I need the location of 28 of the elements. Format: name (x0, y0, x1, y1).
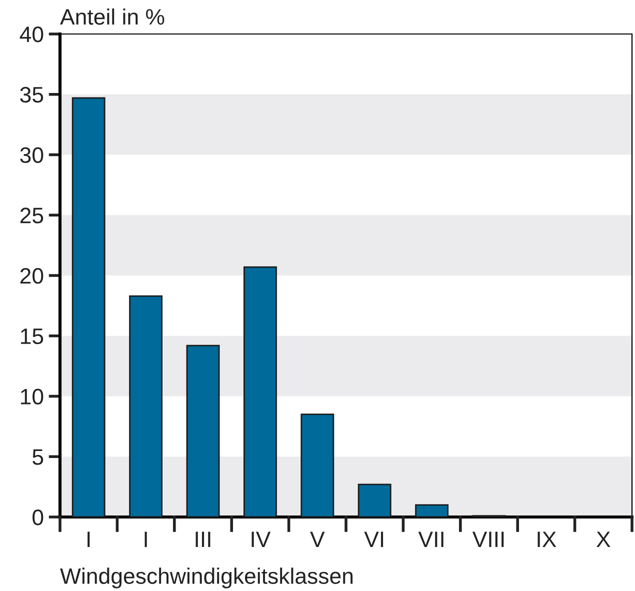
y-tick-label: 35 (20, 86, 44, 103)
y-tick-label: 0 (32, 510, 44, 526)
x-tick-label: V (310, 532, 325, 547)
bar (186, 344, 220, 518)
x-axis-title: Windgeschwindigkeitsklassen (60, 568, 353, 588)
x-tick-label: I (88, 532, 90, 547)
x-tick-label: IX (538, 532, 556, 547)
x-tick-label: III (196, 532, 210, 547)
y-tick-label: 20 (20, 268, 44, 284)
x-tick-label: VII (418, 532, 444, 547)
y-tick-label: 10 (21, 388, 44, 405)
y-axis-title: Anteil in % (60, 8, 164, 25)
x-tick-label: IV (252, 532, 271, 547)
bar (300, 414, 334, 518)
bar (358, 484, 392, 518)
bar (129, 295, 163, 518)
x-tick-label: I (144, 532, 147, 547)
x-tick-label: VIII (472, 532, 504, 547)
bar (72, 97, 106, 518)
y-tick-label: 40 (20, 26, 44, 42)
bar (243, 266, 277, 518)
y-tick-label: 30 (20, 147, 44, 164)
y-tick-label: 5 (32, 449, 44, 465)
x-tick-label: X (596, 532, 610, 547)
y-tick-label: 25 (20, 208, 44, 224)
x-tick-label: VI (364, 532, 384, 547)
y-tick-label: 15 (21, 328, 44, 344)
bar (415, 504, 449, 518)
